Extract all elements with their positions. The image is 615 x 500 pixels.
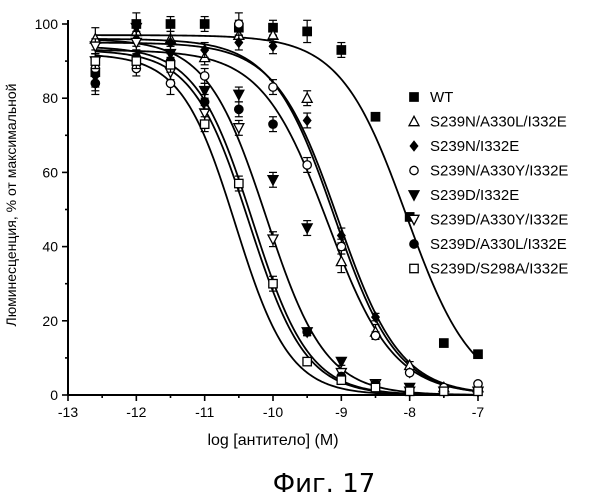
legend-marker (409, 116, 419, 125)
data-point (303, 161, 311, 169)
data-point (337, 46, 345, 54)
data-point (235, 105, 243, 113)
fit-curve-0 (95, 35, 478, 358)
data-point (440, 339, 448, 347)
data-points (90, 13, 483, 397)
data-point (200, 72, 208, 80)
data-point (337, 242, 345, 250)
y-tick-label: 20 (42, 313, 58, 329)
x-tick-label: -7 (472, 404, 485, 420)
x-tick-label: -10 (263, 404, 283, 420)
y-tick-label: 0 (50, 387, 58, 403)
data-point (269, 120, 277, 128)
data-point (91, 79, 99, 87)
legend-marker (410, 93, 418, 101)
x-tick-label: -9 (335, 404, 348, 420)
legend-item: S239D/I332E (409, 187, 519, 204)
legend-label: S239D/A330L/I332E (430, 236, 567, 253)
legend-label: S239N/I332E (430, 138, 519, 155)
legend-label: S239N/A330Y/I332E (430, 163, 568, 180)
fit-curve-2 (95, 43, 478, 391)
data-point (440, 387, 448, 395)
data-point (371, 113, 379, 121)
data-point (234, 90, 244, 99)
data-point (235, 20, 243, 28)
data-point (474, 387, 482, 395)
y-tick-label: 100 (35, 16, 59, 32)
data-point (303, 116, 310, 125)
legend-label: S239D/I332E (430, 187, 519, 204)
legend-label: S239N/A330L/I332E (430, 114, 567, 131)
y-axis-title: Люминесценция, % от максимальной (3, 84, 19, 327)
fit-curve-7 (95, 56, 478, 395)
x-tick-label: -12 (126, 404, 146, 420)
data-point (303, 27, 311, 35)
legend-item: S239N/A330L/I332E (409, 114, 567, 131)
data-point (303, 357, 311, 365)
legend-item: S239D/S298A/I332E (410, 261, 569, 278)
legend-label: WT (430, 89, 453, 106)
x-tick-label: -11 (195, 404, 214, 420)
data-point (405, 369, 413, 377)
data-point (371, 331, 379, 339)
legend-marker (409, 191, 419, 200)
data-point (235, 179, 243, 187)
x-axis-title: log [антитело] (M) (207, 432, 338, 449)
y-tick-label: 40 (42, 239, 58, 255)
data-point (303, 328, 311, 336)
data-point (166, 79, 174, 87)
x-tick-label: -8 (403, 404, 416, 420)
data-point (474, 350, 482, 358)
data-point (302, 224, 312, 233)
legend-marker (410, 240, 418, 248)
legend: WT S239N/A330L/I332E S239N/I332E S239N/A330… (409, 89, 568, 278)
data-point (132, 57, 140, 65)
legend-label: S239D/A330Y/I332E (430, 212, 568, 229)
data-point (166, 20, 174, 28)
legend-marker (410, 141, 417, 150)
data-point (336, 256, 346, 265)
data-point (200, 98, 208, 106)
data-point (269, 280, 277, 288)
data-point (166, 61, 174, 69)
legend-label: S239D/S298A/I332E (430, 261, 568, 278)
x-tick-label: -13 (58, 404, 78, 420)
legend-marker (410, 166, 418, 174)
figure-caption: Фиг. 17 (273, 469, 376, 499)
data-point (268, 235, 278, 244)
data-point (91, 57, 99, 65)
data-point (200, 20, 208, 28)
legend-item: S239N/I332E (410, 138, 519, 155)
y-tick-label: 80 (42, 90, 58, 106)
fit-curve-4 (95, 40, 478, 395)
legend-item: S239N/A330Y/I332E (410, 163, 569, 180)
data-point (200, 120, 208, 128)
data-point (302, 93, 312, 102)
legend-item: WT (410, 89, 454, 106)
fit-curves (95, 35, 478, 395)
legend-item: S239D/A330L/I332E (410, 236, 567, 253)
data-point (337, 376, 345, 384)
y-tick-label: 60 (42, 164, 58, 180)
legend-marker (410, 264, 418, 272)
data-point (371, 383, 379, 391)
data-point (268, 176, 278, 185)
data-point (405, 387, 413, 395)
fit-curve-1 (95, 39, 478, 391)
legend-item: S239D/A330Y/I332E (409, 212, 568, 229)
data-point (269, 83, 277, 91)
